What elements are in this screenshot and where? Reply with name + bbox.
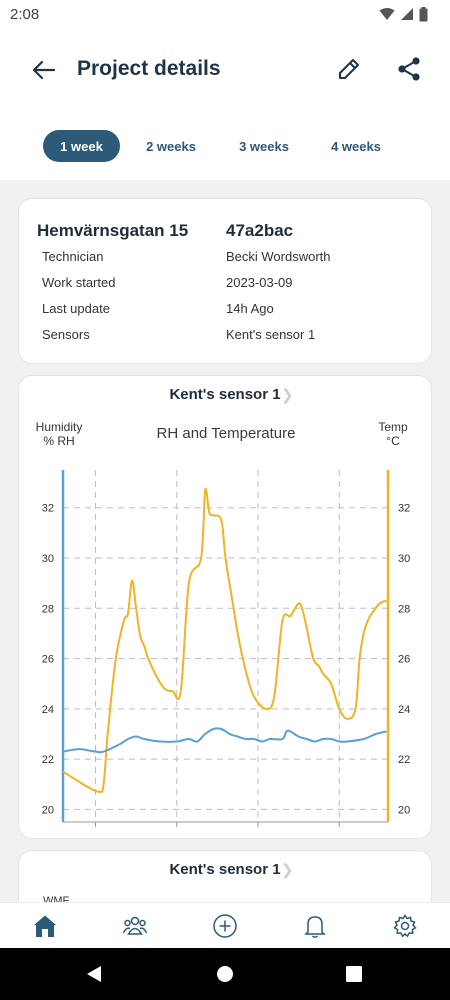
system-nav-bar (0, 948, 450, 1000)
app-header: Project details 1 week 2 weeks 3 weeks 4… (0, 28, 450, 180)
plus-circle-icon (213, 914, 237, 938)
chevron-right-icon[interactable]: ❯ (281, 387, 294, 404)
info-label-technician: Technician (42, 249, 104, 264)
rh-temperature-chart: Humidity% RH Temp°C RH and Temperature 20 20… (36, 420, 410, 827)
info-label-last-update: Last update (42, 301, 110, 316)
system-recents-icon[interactable] (346, 966, 362, 982)
second-sensor-title[interactable]: Kent's sensor 1 (169, 861, 281, 878)
y-tick-label-left: 30 (42, 553, 54, 565)
left-axis-label-line: Humidity (36, 420, 83, 434)
info-value-sensors: Kent's sensor 1 (226, 327, 316, 342)
nav-home[interactable] (32, 913, 58, 939)
status-icons (379, 6, 428, 22)
y-tick-label-left: 26 (42, 654, 54, 666)
status-time: 2:08 (10, 5, 40, 23)
y-tick-label-right: 26 (398, 654, 410, 666)
bell-icon (304, 916, 326, 938)
y-tick-label-left: 24 (42, 704, 54, 716)
system-home-icon[interactable] (216, 965, 234, 983)
share-icon (398, 57, 420, 81)
sensor-title[interactable]: Kent's sensor 1 (169, 386, 281, 403)
pencil-icon (339, 59, 359, 79)
y-tick-label-right: 24 (398, 704, 410, 716)
humidity-series-line (62, 727, 387, 754)
tab-2-weeks[interactable]: 2 weeks (146, 138, 196, 154)
info-value-work-started: 2023-03-09 (226, 275, 293, 290)
y-tick-label-right: 32 (398, 503, 410, 515)
arrow-left-icon (32, 60, 56, 80)
right-axis-label-line: °C (386, 434, 400, 448)
y-tick-label-right: 20 (398, 804, 410, 816)
right-axis-label-line: Temp (378, 420, 408, 434)
gear-icon (393, 914, 417, 938)
page-title: Project details (77, 57, 221, 80)
y-tick-label-right: 28 (398, 603, 410, 615)
people-icon (122, 916, 148, 935)
y-tick-label-left: 22 (42, 754, 54, 766)
period-tabs: 1 week 2 weeks 3 weeks 4 weeks (0, 130, 450, 164)
project-name: Hemvärnsgatan 15 (37, 221, 189, 240)
edit-button[interactable] (334, 54, 364, 84)
nav-settings[interactable] (392, 913, 418, 939)
info-label-work-started: Work started (42, 275, 116, 290)
temperature-series-line (62, 487, 387, 793)
home-icon (34, 915, 56, 937)
info-value-last-update: 14h Ago (226, 301, 274, 316)
back-button[interactable] (28, 56, 60, 84)
left-axis-label-line: % RH (43, 434, 74, 448)
chart-title: RH and Temperature (157, 425, 296, 442)
nav-alerts[interactable] (302, 913, 328, 939)
nav-team[interactable] (122, 913, 148, 939)
bottom-nav (0, 902, 450, 948)
y-tick-label-left: 28 (42, 603, 54, 615)
info-value-technician: Becki Wordsworth (226, 249, 331, 264)
project-info-card: Hemvärnsgatan 15 47a2bac Technician Beck… (18, 198, 432, 364)
tab-1-week[interactable]: 1 week (43, 130, 120, 162)
share-button[interactable] (394, 54, 424, 84)
tab-3-weeks[interactable]: 3 weeks (239, 138, 289, 154)
y-tick-label-left: 32 (42, 503, 54, 515)
wifi-icon (379, 8, 395, 20)
nav-add[interactable] (212, 913, 238, 939)
second-chevron-right-icon[interactable]: ❯ (281, 862, 294, 879)
project-code: 47a2bac (226, 221, 294, 240)
y-tick-label-right: 30 (398, 553, 410, 565)
tab-4-weeks[interactable]: 4 weeks (331, 138, 381, 154)
sensor-chart-card: Kent's sensor 1 ❯ Humidity% RH Temp °C RH a… (18, 375, 432, 839)
info-label-sensors: Sensors (42, 327, 90, 342)
status-bar: 2:08 (0, 0, 450, 28)
y-tick-label-left: 20 (42, 804, 54, 816)
signal-icon (401, 8, 413, 20)
system-back-icon[interactable] (86, 965, 102, 983)
y-tick-label-right: 22 (398, 754, 410, 766)
battery-icon (419, 6, 428, 21)
